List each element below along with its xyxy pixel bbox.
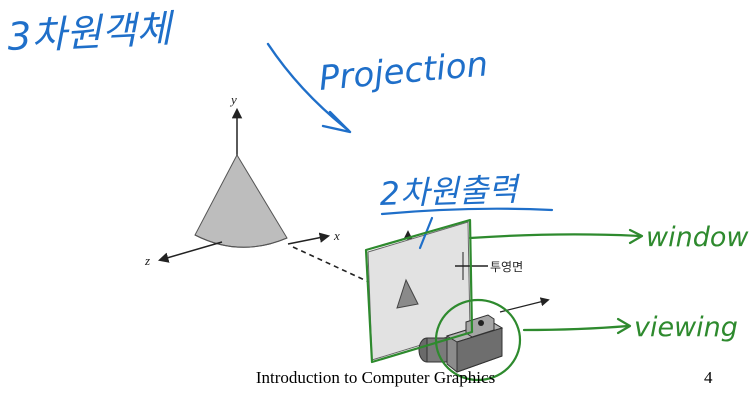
note-arrow-window — [468, 233, 642, 240]
note-2d-output: 2차원출력 — [379, 170, 522, 213]
view-x-axis — [499, 297, 550, 313]
note-arrowhead-viewing — [616, 317, 632, 335]
projected-triangle — [396, 278, 419, 309]
window-outline — [364, 218, 474, 364]
note-arrowhead-projection — [321, 110, 352, 134]
footer-title: Introduction to Computer Graphics — [255, 368, 496, 387]
x-axis-label: x — [333, 228, 340, 243]
note-projection: Projection — [317, 44, 489, 99]
projection-figure: y z x 투영면 — [144, 92, 550, 373]
note-arrow-projection — [266, 42, 350, 132]
note-3d-object: 3차원객체 — [6, 6, 176, 59]
projection-plane-label: 투영면 — [490, 260, 523, 274]
camera-circle — [434, 298, 522, 382]
note-arrow-viewing — [522, 324, 630, 332]
note-underline-2d — [380, 207, 554, 216]
z-axis — [157, 241, 223, 263]
x-axis — [287, 232, 331, 245]
cone-3d-object — [194, 153, 288, 248]
note-arrowhead-window — [628, 228, 644, 245]
projection-ray — [292, 246, 409, 301]
page-number: 4 — [704, 368, 713, 387]
note-viewing: viewing — [634, 312, 738, 343]
note-window: window — [646, 222, 749, 253]
y-axis-label: y — [229, 92, 237, 107]
z-axis-label: z — [144, 253, 150, 268]
